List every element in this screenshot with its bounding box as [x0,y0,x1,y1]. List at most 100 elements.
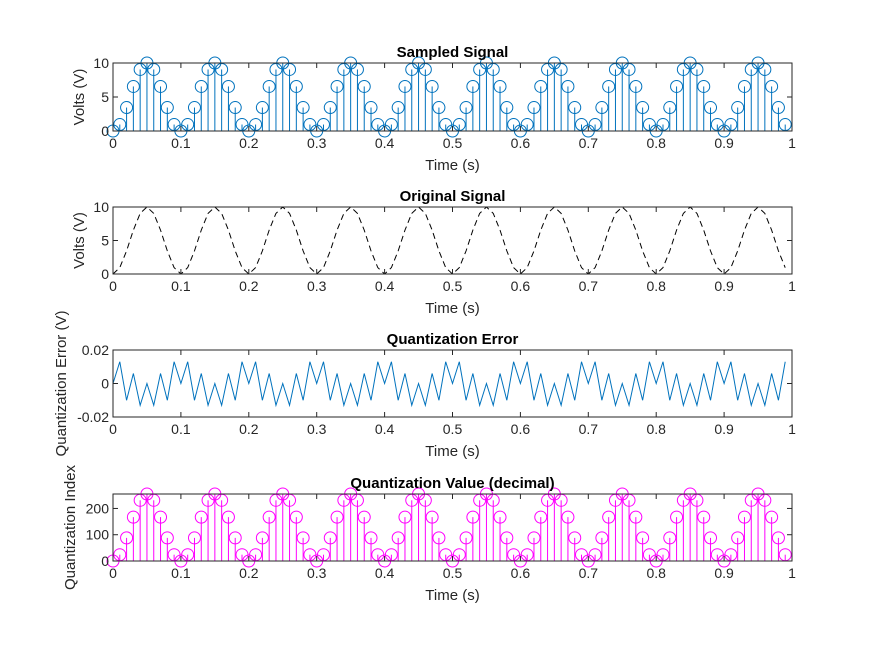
stem-marker [466,510,480,524]
x-tick-label: 0.3 [307,421,327,437]
x-tick-label: 0.2 [239,135,259,151]
stem-marker [697,79,711,93]
y-tick-label: 0.02 [82,342,109,358]
stem-marker [364,101,378,115]
series-2 [112,206,786,275]
y-axis-label: Quantization Error (V) [53,311,70,457]
chart-title: Original Signal [400,188,506,205]
stem-marker [663,531,677,545]
stem-marker [704,101,718,115]
y-tick-label: 0 [101,553,109,569]
x-tick-label: 0.5 [443,565,463,581]
stem-marker [466,79,480,93]
stem-marker [364,531,378,545]
stem-marker [126,79,140,93]
stem-marker [262,79,276,93]
stem-marker [425,79,439,93]
y-tick-label: -0.02 [77,409,109,425]
x-tick-label: 0.5 [443,278,463,294]
series-3 [112,361,786,408]
chart-title: Quantization Value (decimal) [350,475,554,492]
x-tick-label: 0 [109,565,117,581]
y-tick-label: 0 [101,376,109,392]
x-tick-label: 0.1 [171,565,191,581]
stem-marker [500,531,514,545]
x-tick-label: 0.7 [579,565,599,581]
stem-marker [221,510,235,524]
stem-marker [568,531,582,545]
stem-marker [731,531,745,545]
series-line [112,206,786,275]
stem-marker [255,101,269,115]
y-tick-label: 10 [93,199,109,215]
stem-marker [595,531,609,545]
y-axis-label: Volts (V) [71,69,88,126]
stem-marker [160,101,174,115]
stem-marker [194,510,208,524]
chart-panel-4: 0 0.1 0.2 0.3 0.4 0.5 0.6 0.7 0.8 0.9 1 0 100 200 Quan… [62,464,796,604]
stem-marker [737,79,751,93]
y-tick-label: 100 [86,527,110,543]
stem-marker [160,531,174,545]
x-tick-label: 0.2 [239,565,259,581]
x-tick-label: 0.7 [579,135,599,151]
x-tick-label: 0 [109,135,117,151]
stem-marker [534,510,548,524]
x-tick-label: 0.6 [511,421,531,437]
x-tick-label: 0.3 [307,135,327,151]
stem-marker [629,510,643,524]
stem-marker [670,510,684,524]
stem-marker [663,101,677,115]
stem-marker [262,510,276,524]
stem-marker [595,101,609,115]
x-tick-label: 0.6 [511,565,531,581]
x-tick-label: 0.6 [511,278,531,294]
chart-title: Quantization Error [387,331,519,348]
y-tick-label: 200 [86,500,110,516]
stem-marker [323,101,337,115]
x-tick-label: 1 [788,278,796,294]
stem-marker [126,510,140,524]
stem-marker [459,101,473,115]
y-tick-label: 0 [101,266,109,282]
x-tick-label: 0.8 [646,278,666,294]
x-tick-label: 0.4 [375,135,395,151]
stem-marker [493,510,507,524]
stem-marker [737,510,751,524]
stem-marker [187,101,201,115]
chart-title: Sampled Signal [397,44,509,61]
x-tick-label: 0.4 [375,565,395,581]
stem-marker [296,531,310,545]
x-axis-label: Time (s) [425,157,479,174]
x-tick-label: 0.9 [714,565,734,581]
stem-marker [561,510,575,524]
x-tick-label: 0.9 [714,421,734,437]
chart-panel-3: 0 0.1 0.2 0.3 0.4 0.5 0.6 0.7 0.8 0.9 1-0.0200.02Q… [53,311,796,460]
stem-marker [636,101,650,115]
stem-marker [120,531,134,545]
stem-marker [765,510,779,524]
stem-marker [771,531,785,545]
x-axis-label: Time (s) [425,587,479,604]
stem-marker [602,79,616,93]
series-4 [106,487,792,568]
stem-marker [289,510,303,524]
stem-marker [323,531,337,545]
stem-marker [398,79,412,93]
x-tick-label: 0.2 [239,278,259,294]
stem-marker [568,101,582,115]
x-axis-label: Time (s) [425,443,479,460]
stem-marker [765,79,779,93]
stem-marker [527,101,541,115]
x-tick-label: 0.1 [171,135,191,151]
chart-panel-2: 0 0.1 0.2 0.3 0.4 0.5 0.6 0.7 0.8 0.9 10510Origina… [71,188,796,317]
y-tick-label: 10 [93,55,109,71]
stem-marker [527,531,541,545]
x-tick-label: 1 [788,135,796,151]
x-tick-label: 0.9 [714,278,734,294]
y-tick-label: 5 [101,233,109,249]
x-tick-label: 0.5 [443,421,463,437]
x-axis-label: Time (s) [425,300,479,317]
stem-marker [398,510,412,524]
